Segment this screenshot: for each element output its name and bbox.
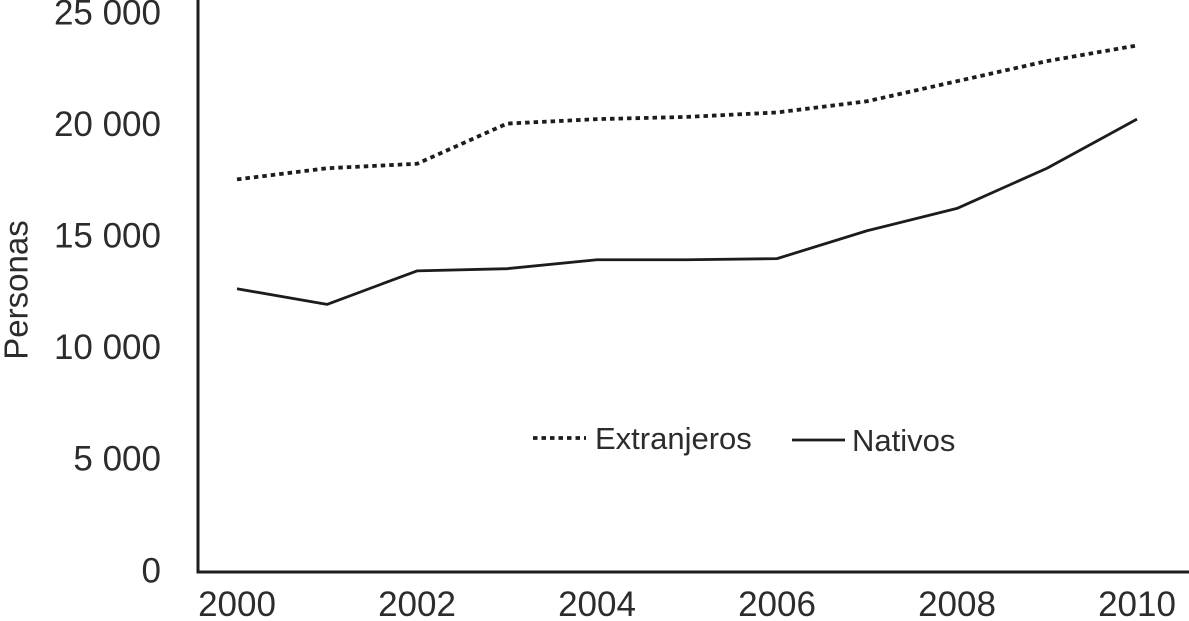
y-tick-label-10000: 10 000: [54, 328, 161, 367]
y-tick-label-0: 0: [142, 551, 161, 590]
legend-label-extranjeros: Extranjeros: [595, 421, 752, 456]
x-tick-label-2000: 2000: [198, 585, 276, 621]
y-tick-label-25000: 25 000: [54, 0, 161, 32]
y-tick-label-5000: 5 000: [73, 440, 161, 479]
x-tick-label-2002: 2002: [378, 585, 456, 621]
y-tick-label-20000: 20 000: [54, 105, 161, 144]
series-line-nativos: [236, 117, 1138, 306]
x-tick-label-2006: 2006: [738, 585, 816, 621]
series-lines: [236, 43, 1138, 306]
x-tick-label-2008: 2008: [918, 585, 996, 621]
y-axis-tick-labels: 0 5 000 10 000 15 000 20 000 25 000: [54, 0, 161, 590]
y-axis-title: Personas: [0, 220, 35, 359]
legend: Extranjeros Nativos: [533, 421, 955, 458]
y-tick-label-15000: 15 000: [54, 216, 161, 255]
x-tick-label-2010: 2010: [1098, 585, 1176, 621]
x-axis-tick-labels: 2000 2002 2004 2006 2008 2010: [198, 585, 1176, 621]
legend-label-nativos: Nativos: [852, 423, 955, 458]
x-tick-label-2004: 2004: [558, 585, 636, 621]
series-line-extranjeros: [236, 43, 1138, 182]
